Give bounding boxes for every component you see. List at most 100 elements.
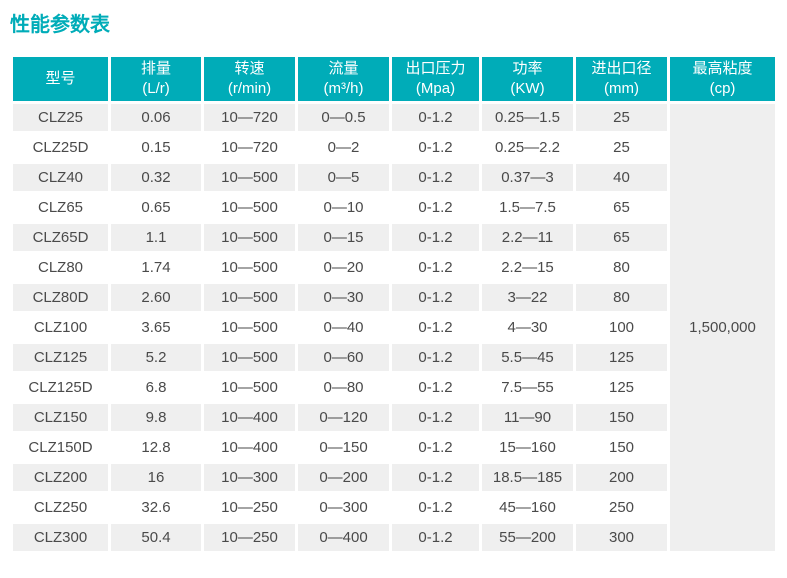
value-cell: 0—80 xyxy=(298,374,389,401)
value-cell: 12.8 xyxy=(111,434,201,461)
value-cell: 1.1 xyxy=(111,224,201,251)
value-cell: 0-1.2 xyxy=(392,194,479,221)
header-unit: (mm) xyxy=(604,80,639,97)
value-cell: 0-1.2 xyxy=(392,434,479,461)
value-cell: 0—200 xyxy=(298,464,389,491)
table-row: CLZ65D 1.1 10—500 0—15 0-1.2 2.2—11 65 xyxy=(13,224,775,251)
value-cell: 10—250 xyxy=(204,494,295,521)
value-cell: 80 xyxy=(576,254,667,281)
model-cell: CLZ250 xyxy=(13,494,108,521)
value-cell: 0—40 xyxy=(298,314,389,341)
value-cell: 0—30 xyxy=(298,284,389,311)
value-cell: 65 xyxy=(576,224,667,251)
header-row: 型号 排量 (L/r) 转速 (r/min) 流量 (m³/h) 出口压力 (M… xyxy=(13,57,775,101)
value-cell: 0—10 xyxy=(298,194,389,221)
value-cell: 0—300 xyxy=(298,494,389,521)
value-cell: 0-1.2 xyxy=(392,164,479,191)
table-row: CLZ80D 2.60 10—500 0—30 0-1.2 3—22 80 xyxy=(13,284,775,311)
value-cell: 10—250 xyxy=(204,524,295,551)
value-cell: 0-1.2 xyxy=(392,224,479,251)
model-cell: CLZ65D xyxy=(13,224,108,251)
value-cell: 0-1.2 xyxy=(392,284,479,311)
value-cell: 18.5—185 xyxy=(482,464,573,491)
value-cell: 16 xyxy=(111,464,201,491)
value-cell: 300 xyxy=(576,524,667,551)
table-row: CLZ125 5.2 10—500 0—60 0-1.2 5.5—45 125 xyxy=(13,344,775,371)
value-cell: 0—5 xyxy=(298,164,389,191)
header-cell-power: 功率 (KW) xyxy=(482,57,573,101)
value-cell: 0-1.2 xyxy=(392,524,479,551)
value-cell: 6.8 xyxy=(111,374,201,401)
table-row: CLZ125D 6.8 10—500 0—80 0-1.2 7.5—55 125 xyxy=(13,374,775,401)
value-cell: 2.2—15 xyxy=(482,254,573,281)
table-row: CLZ100 3.65 10—500 0—40 0-1.2 4—30 100 xyxy=(13,314,775,341)
header-label: 型号 xyxy=(45,70,76,88)
value-cell: 10—500 xyxy=(204,374,295,401)
table-row: CLZ80 1.74 10—500 0—20 0-1.2 2.2—15 80 xyxy=(13,254,775,281)
model-cell: CLZ25 xyxy=(13,104,108,131)
header-label: 出口压力 xyxy=(405,60,466,78)
model-cell: CLZ65 xyxy=(13,194,108,221)
value-cell: 11—90 xyxy=(482,404,573,431)
value-cell: 25 xyxy=(576,134,667,161)
value-cell: 55—200 xyxy=(482,524,573,551)
table-row: CLZ300 50.4 10—250 0—400 0-1.2 55—200 300 xyxy=(13,524,775,551)
value-cell: 32.6 xyxy=(111,494,201,521)
header-label: 功率 xyxy=(512,60,543,78)
table-row: CLZ150 9.8 10—400 0—120 0-1.2 11—90 150 xyxy=(13,404,775,431)
value-cell: 0—400 xyxy=(298,524,389,551)
value-cell: 10—400 xyxy=(204,434,295,461)
table-row: CLZ65 0.65 10—500 0—10 0-1.2 1.5—7.5 65 xyxy=(13,194,775,221)
max-viscosity-value-cell: 1,500,000 xyxy=(670,104,775,551)
model-cell: CLZ200 xyxy=(13,464,108,491)
value-cell: 0—120 xyxy=(298,404,389,431)
model-cell: CLZ125 xyxy=(13,344,108,371)
value-cell: 10—720 xyxy=(204,134,295,161)
value-cell: 150 xyxy=(576,404,667,431)
header-unit: (Mpa) xyxy=(415,80,456,97)
table-body: CLZ25 0.06 10—720 0—0.5 0-1.2 0.25—1.5 25 1,500… xyxy=(13,104,775,551)
header-label: 排量 xyxy=(140,60,171,78)
performance-parameters-table: 型号 排量 (L/r) 转速 (r/min) 流量 (m³/h) 出口压力 (M… xyxy=(10,54,778,554)
value-cell: 0—150 xyxy=(298,434,389,461)
value-cell: 40 xyxy=(576,164,667,191)
value-cell: 1.5—7.5 xyxy=(482,194,573,221)
model-cell: CLZ150 xyxy=(13,404,108,431)
value-cell: 0.06 xyxy=(111,104,201,131)
value-cell: 200 xyxy=(576,464,667,491)
value-cell: 100 xyxy=(576,314,667,341)
value-cell: 150 xyxy=(576,434,667,461)
model-cell: CLZ150D xyxy=(13,434,108,461)
header-cell-speed: 转速 (r/min) xyxy=(204,57,295,101)
model-cell: CLZ25D xyxy=(13,134,108,161)
value-cell: 3.65 xyxy=(111,314,201,341)
value-cell: 25 xyxy=(576,104,667,131)
value-cell: 0-1.2 xyxy=(392,404,479,431)
value-cell: 10—300 xyxy=(204,464,295,491)
value-cell: 7.5—55 xyxy=(482,374,573,401)
header-cell-model: 型号 xyxy=(13,57,108,101)
value-cell: 0-1.2 xyxy=(392,374,479,401)
value-cell: 0-1.2 xyxy=(392,494,479,521)
value-cell: 0-1.2 xyxy=(392,464,479,491)
value-cell: 10—500 xyxy=(204,194,295,221)
value-cell: 0.32 xyxy=(111,164,201,191)
model-cell: CLZ80D xyxy=(13,284,108,311)
value-cell: 0.25—1.5 xyxy=(482,104,573,131)
value-cell: 0.37—3 xyxy=(482,164,573,191)
model-cell: CLZ40 xyxy=(13,164,108,191)
value-cell: 0.25—2.2 xyxy=(482,134,573,161)
value-cell: 10—500 xyxy=(204,224,295,251)
table-row: CLZ25D 0.15 10—720 0—2 0-1.2 0.25—2.2 25 xyxy=(13,134,775,161)
header-label: 最高粘度 xyxy=(692,60,753,78)
header-cell-flow: 流量 (m³/h) xyxy=(298,57,389,101)
header-cell-port-diameter: 进出口径 (mm) xyxy=(576,57,667,101)
value-cell: 3—22 xyxy=(482,284,573,311)
header-unit: (r/min) xyxy=(227,80,272,97)
table-row: CLZ200 16 10—300 0—200 0-1.2 18.5—185 200 xyxy=(13,464,775,491)
value-cell: 0—20 xyxy=(298,254,389,281)
value-cell: 10—500 xyxy=(204,284,295,311)
model-cell: CLZ80 xyxy=(13,254,108,281)
value-cell: 0—2 xyxy=(298,134,389,161)
header-unit: (m³/h) xyxy=(323,80,364,97)
